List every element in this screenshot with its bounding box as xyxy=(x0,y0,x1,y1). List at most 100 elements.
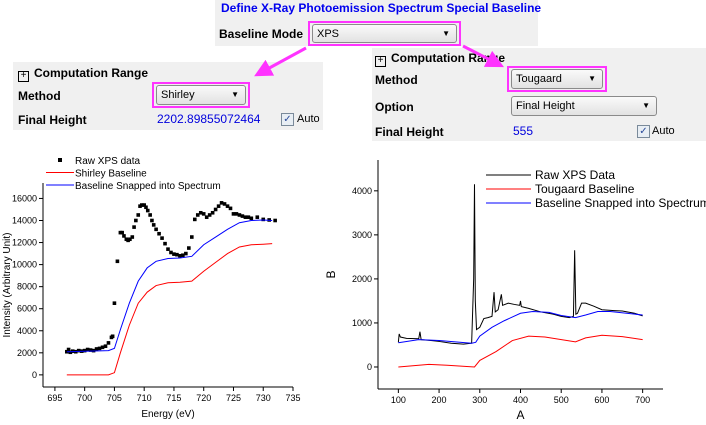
data-point xyxy=(100,345,105,350)
x-tick-label: 600 xyxy=(594,395,609,405)
data-point xyxy=(166,247,170,251)
y-tick-label: 4000 xyxy=(352,186,372,196)
data-point xyxy=(122,234,126,238)
x-tick-label: 700 xyxy=(635,395,650,405)
data-point xyxy=(136,213,141,217)
chevron-down-icon: ▼ xyxy=(588,74,596,83)
data-point xyxy=(192,217,197,222)
data-point xyxy=(148,213,152,217)
x-tick-label: 200 xyxy=(432,395,447,405)
data-point xyxy=(110,334,115,339)
x-tick-label: 100 xyxy=(391,395,406,405)
highlight-box xyxy=(308,21,461,46)
legend-label: Tougaard Baseline xyxy=(535,182,635,196)
y-tick-label: 4000 xyxy=(17,326,37,336)
highlight-box xyxy=(507,66,607,92)
series-line xyxy=(398,334,643,368)
option-label: Option xyxy=(375,100,414,114)
data-point xyxy=(103,344,108,348)
expand-icon[interactable]: + xyxy=(375,56,386,67)
data-point xyxy=(82,348,87,353)
data-point xyxy=(216,204,221,208)
x-tick-label: 695 xyxy=(47,393,62,403)
y-tick-label: 16000 xyxy=(12,193,37,203)
y-tick-label: 0 xyxy=(32,370,37,380)
data-point xyxy=(140,203,144,207)
final-height-value[interactable]: 2202.89855072464 xyxy=(157,112,261,126)
y-tick-label: 2000 xyxy=(352,274,372,284)
data-point xyxy=(222,202,227,206)
x-tick-label: 720 xyxy=(196,393,211,403)
tougaard-settings-panel xyxy=(372,48,706,141)
method-label: Method xyxy=(375,73,418,87)
dialog-title: Define X-Ray Photoemission Spectrum Spec… xyxy=(221,1,542,15)
data-point xyxy=(190,235,194,239)
data-point xyxy=(246,215,251,219)
y-tick-label: 14000 xyxy=(12,215,37,225)
computation-range-header[interactable]: + Computation Range xyxy=(18,66,148,82)
data-point xyxy=(243,215,248,219)
data-point xyxy=(195,213,200,217)
data-point xyxy=(255,215,260,219)
legend-label: Baseline Snapped into Spectrum xyxy=(75,181,221,192)
method-value: Tougaard xyxy=(516,73,562,85)
x-tick-label: 735 xyxy=(285,393,300,403)
y-tick-label: 12000 xyxy=(12,238,37,248)
data-point xyxy=(237,213,242,217)
data-point xyxy=(228,206,233,211)
data-point xyxy=(120,230,124,235)
data-point xyxy=(178,253,182,258)
x-tick-label: 705 xyxy=(107,393,122,403)
data-point xyxy=(207,213,212,217)
data-point xyxy=(234,212,239,216)
data-point xyxy=(151,223,156,227)
final-height-label: Final Height xyxy=(18,113,87,127)
data-point xyxy=(210,210,215,215)
legend-label: Baseline Snapped into Spectrum xyxy=(535,196,706,210)
method-dropdown[interactable]: Shirley ▼ xyxy=(156,85,246,105)
arrow-to-shirley xyxy=(254,46,307,77)
data-point xyxy=(225,204,230,208)
arrow-to-tougaard xyxy=(462,44,505,68)
y-tick-label: 1000 xyxy=(352,318,372,328)
auto-checkbox[interactable]: ✓ xyxy=(637,125,650,138)
x-tick-label: 725 xyxy=(226,393,241,403)
data-point xyxy=(132,225,136,229)
y-tick-label: 10000 xyxy=(12,260,37,270)
x-tick-label: 710 xyxy=(137,393,152,403)
data-point xyxy=(187,246,191,250)
option-value: Final Height xyxy=(516,100,575,112)
section-label: Computation Range xyxy=(34,66,148,80)
series-line xyxy=(66,243,273,376)
y-axis-label: B xyxy=(324,270,338,278)
data-point xyxy=(169,250,173,255)
y-tick-label: 0 xyxy=(367,362,372,372)
method-dropdown[interactable]: Tougaard ▼ xyxy=(511,69,603,89)
series-line xyxy=(66,219,273,353)
data-point xyxy=(130,235,135,239)
data-point xyxy=(231,212,236,216)
y-tick-label: 3000 xyxy=(352,230,372,240)
auto-checkbox[interactable]: ✓ xyxy=(281,113,294,126)
x-tick-label: 730 xyxy=(256,393,271,403)
data-point xyxy=(66,347,71,352)
data-point xyxy=(219,201,224,205)
final-height-value[interactable]: 555 xyxy=(513,124,534,138)
data-point xyxy=(88,348,93,352)
auto-label: Auto xyxy=(297,113,320,125)
data-point xyxy=(97,346,102,351)
data-point xyxy=(134,218,138,223)
data-point xyxy=(144,205,148,210)
legend-label: Raw XPS data xyxy=(75,156,140,167)
data-point xyxy=(85,347,90,352)
option-dropdown[interactable]: Final Height ▼ xyxy=(511,96,657,116)
highlight-box xyxy=(152,82,250,108)
baseline-mode-dropdown[interactable]: XPS ▼ xyxy=(312,24,457,43)
y-tick-label: 6000 xyxy=(17,304,37,314)
method-value: Shirley xyxy=(161,89,195,101)
data-point xyxy=(160,236,164,240)
method-label: Method xyxy=(18,89,61,103)
x-axis-label: A xyxy=(516,408,524,422)
auto-label: Auto xyxy=(652,125,675,137)
expand-icon[interactable]: + xyxy=(18,71,29,82)
